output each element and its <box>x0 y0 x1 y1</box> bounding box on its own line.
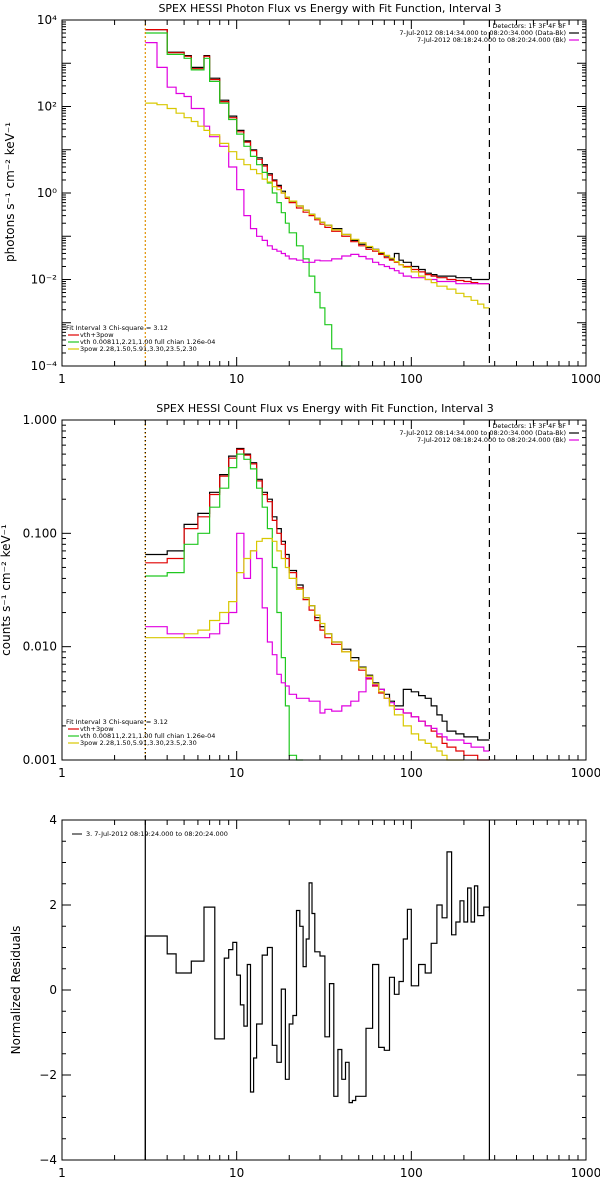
series-red-line <box>145 448 490 761</box>
legend-top-text: 7-Jul-2012 08:18:24.000 to 08:20:24.000 … <box>417 36 566 44</box>
legend-top-text: 7-Jul-2012 08:18:24.000 to 08:20:24.000 … <box>417 436 566 444</box>
y-tick-label: 10⁻² <box>31 273 58 287</box>
legend-bottom-text: Fit Interval 3 Chi-square = 3.12 <box>66 324 168 332</box>
series-green-line <box>145 453 304 761</box>
x-tick-label: 1 <box>58 766 66 780</box>
y-tick-label: 0.010 <box>23 640 57 654</box>
legend-top-text: 7-Jul-2012 08:14:34.000 to 08:20:34.000 … <box>399 29 566 37</box>
legend-bottom-text: Fit Interval 3 Chi-square = 3.12 <box>66 718 168 726</box>
legend-top-text: Detectors: 1F 3F 4F 8F <box>492 22 566 30</box>
photon-flux-title: SPEX HESSI Photon Flux vs Energy with Fi… <box>158 2 501 15</box>
x-tick-label: 10 <box>229 372 244 386</box>
y-tick-label: 0.100 <box>23 526 57 540</box>
legend-bottom-text: vth 0.00811,2.21,1.00 full chian 1.26e-0… <box>80 732 215 740</box>
legend-text: 3. 7-Jul-2012 08:19:24.000 to 08:20:24.0… <box>86 830 228 838</box>
y-tick-label: 10⁴ <box>37 13 57 27</box>
y-tick-label: −4 <box>39 1153 57 1167</box>
x-tick-label: 10 <box>229 1166 244 1180</box>
residuals-ylabel: Normalized Residuals <box>9 926 23 1055</box>
axes-box <box>61 19 587 367</box>
x-tick-label: 1000 <box>571 372 600 386</box>
x-tick-label: 100 <box>400 1166 423 1180</box>
x-tick-label: 1000 <box>571 766 600 780</box>
x-tick-label: 100 <box>400 766 423 780</box>
series-black-line <box>145 447 490 741</box>
residuals-panel: Normalized Residuals 1 10 100 1000 −4 −2 0 2 4 3.… <box>9 813 600 1180</box>
y-tick-label: 10⁰ <box>37 186 57 200</box>
legend-bottom-text: 3pow 2.28,1.50,5.91,3.30,23.5,2.30 <box>80 739 197 747</box>
series-black-line <box>144 851 490 1160</box>
y-tick-label: 0.001 <box>23 753 57 767</box>
count-flux-panel: SPEX HESSI Count Flux vs Energy with Fit… <box>0 402 600 780</box>
legend-bottom-text: vth+3pow <box>80 331 114 339</box>
x-tick-label: 100 <box>400 372 423 386</box>
x-tick-label: 10 <box>229 766 244 780</box>
legend-bottom-text: vth 0.00811,2.21,1.00 full chian 1.26e-0… <box>80 338 215 346</box>
y-tick-label: 4 <box>49 813 57 827</box>
y-tick-label: 10⁻⁴ <box>31 359 58 373</box>
count-flux-ylabel: counts s⁻¹ cm⁻² keV⁻¹ <box>0 524 13 656</box>
y-tick-label: −2 <box>39 1068 57 1082</box>
series-green-line <box>145 32 351 367</box>
series-yellow-line <box>145 102 490 309</box>
legend-top-text: Detectors: 1F 3F 4F 8F <box>492 422 566 430</box>
x-tick-label: 1 <box>58 372 66 386</box>
legend-bottom-text: 3pow 2.28,1.50,5.91,3.30,23.5,2.30 <box>80 345 197 353</box>
series-yellow-line <box>145 537 464 761</box>
series-magenta-line <box>145 42 490 285</box>
axes-box <box>61 819 587 1161</box>
y-tick-label: 1.000 <box>23 413 57 427</box>
axes-box <box>61 419 587 761</box>
x-tick-label: 1000 <box>571 1166 600 1180</box>
legend-bottom-text: vth+3pow <box>80 725 114 733</box>
series-magenta-line <box>145 532 490 752</box>
legend-top-text: 7-Jul-2012 08:14:34.000 to 08:20:34.000 … <box>399 429 566 437</box>
y-tick-label: 10² <box>37 100 57 114</box>
y-tick-label: 0 <box>49 983 57 997</box>
photon-flux-panel: SPEX HESSI Photon Flux vs Energy with Fi… <box>3 2 600 386</box>
count-flux-title: SPEX HESSI Count Flux vs Energy with Fit… <box>156 402 493 415</box>
photon-flux-ylabel: photons s⁻¹ cm⁻² keV⁻¹ <box>3 122 17 262</box>
y-tick-label: 2 <box>49 898 57 912</box>
x-tick-label: 1 <box>58 1166 66 1180</box>
series-black-line <box>145 29 490 281</box>
